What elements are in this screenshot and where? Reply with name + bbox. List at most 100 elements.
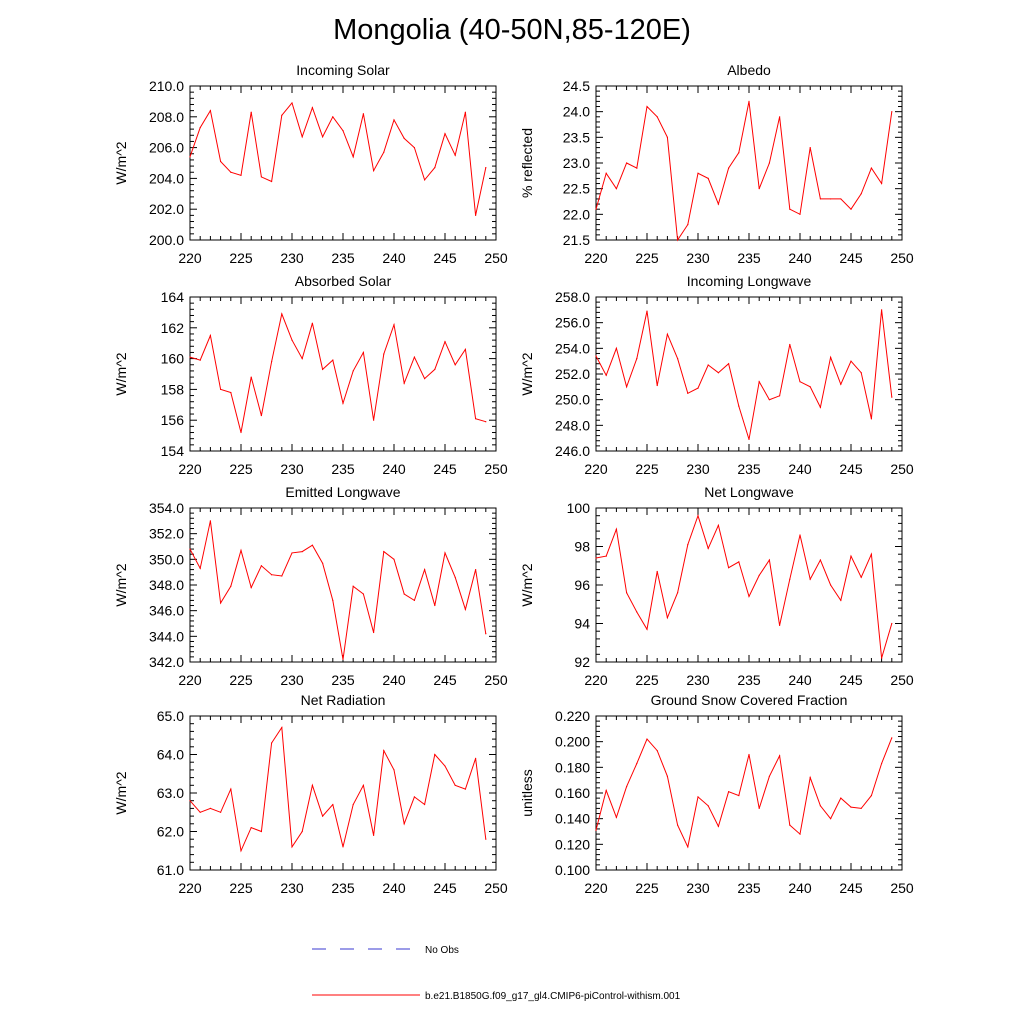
data-point <box>860 372 862 374</box>
data-point <box>434 604 436 607</box>
data-point <box>240 549 242 551</box>
x-tick-label: 250 <box>890 250 914 266</box>
data-point <box>281 313 283 315</box>
data-point <box>464 608 466 610</box>
y-tick-label: 254.0 <box>555 340 590 356</box>
plot-frame <box>595 296 903 452</box>
x-tick-label: 235 <box>737 880 761 896</box>
data-point <box>271 361 273 363</box>
data-point <box>615 528 618 530</box>
y-axis-label: W/m^2 <box>113 563 129 606</box>
x-tick-label: 235 <box>331 880 355 896</box>
data-point <box>342 130 344 132</box>
data-point <box>454 784 456 786</box>
data-point <box>464 788 466 790</box>
data-point <box>687 224 689 226</box>
data-point <box>311 106 313 109</box>
data-point <box>881 182 883 185</box>
data-point <box>220 160 222 163</box>
data-point <box>636 611 638 613</box>
data-point <box>779 116 781 118</box>
data-point <box>209 807 211 810</box>
y-tick-label: 346.0 <box>149 603 184 619</box>
data-point <box>260 830 262 833</box>
data-point <box>413 356 415 358</box>
data-point <box>413 599 415 602</box>
data-point <box>748 438 750 441</box>
data-point <box>383 551 385 553</box>
data-point <box>291 552 293 554</box>
data-point <box>860 576 862 578</box>
data-point <box>209 110 211 112</box>
y-tick-label: 158 <box>161 381 185 397</box>
data-point <box>758 807 760 810</box>
data-point <box>891 396 893 398</box>
data-point <box>291 846 293 848</box>
data-point <box>230 585 232 587</box>
chart-panel-7: 220 225 230 235 240 245 250 61.0 62.0 63.0 64.0 65.… <box>113 692 508 896</box>
data-point <box>840 383 842 385</box>
x-tick-label: 245 <box>839 880 863 896</box>
x-tick-label: 245 <box>839 461 863 477</box>
data-point <box>768 559 771 561</box>
plot-frame <box>595 715 903 871</box>
data-point <box>393 769 395 771</box>
data-point <box>840 198 842 200</box>
data-point <box>209 334 211 337</box>
data-point <box>728 167 730 169</box>
x-tick-label: 220 <box>584 250 608 266</box>
data-point <box>870 553 873 555</box>
x-tick-label: 250 <box>484 880 508 896</box>
series-line <box>595 101 893 242</box>
y-tick-label: 0.140 <box>555 811 590 827</box>
data-point <box>424 378 426 380</box>
y-tick-label: 258.0 <box>555 289 590 305</box>
data-point <box>656 116 658 118</box>
series-line <box>189 726 487 853</box>
data-point <box>342 846 344 848</box>
y-tick-label: 156 <box>161 412 185 428</box>
y-tick-label: 208.0 <box>149 109 184 125</box>
x-tick-label: 230 <box>686 250 710 266</box>
data-point <box>393 324 395 326</box>
x-tick-label: 220 <box>178 672 202 688</box>
data-point <box>687 846 689 848</box>
y-tick-label: 0.180 <box>555 759 590 775</box>
chart-panel-5: 220 225 230 235 240 245 250 342.0 344.0 346.0 348.… <box>113 484 508 688</box>
data-point <box>424 803 426 806</box>
y-tick-label: 250.0 <box>555 392 590 408</box>
data-point <box>840 797 842 799</box>
data-point <box>717 524 720 526</box>
data-point <box>605 374 607 376</box>
data-point <box>605 172 607 174</box>
x-tick-label: 245 <box>839 250 863 266</box>
data-point <box>615 188 618 190</box>
data-point <box>332 359 334 361</box>
data-point <box>697 515 699 517</box>
data-point <box>281 575 283 577</box>
y-tick-label: 342.0 <box>149 654 184 670</box>
data-point <box>362 113 364 115</box>
data-point <box>707 364 709 366</box>
x-tick-label: 250 <box>890 880 914 896</box>
y-tick-label: 354.0 <box>149 500 184 516</box>
x-tick-label: 245 <box>433 250 457 266</box>
y-tick-label: 62.0 <box>157 824 184 840</box>
data-point <box>434 753 436 756</box>
x-tick-label: 235 <box>737 250 761 266</box>
y-tick-label: 0.120 <box>555 836 590 852</box>
data-point <box>646 628 648 630</box>
data-point <box>464 348 466 350</box>
y-tick-label: 65.0 <box>157 708 184 724</box>
y-tick-label: 64.0 <box>157 747 184 763</box>
data-point <box>332 803 334 806</box>
data-point <box>383 750 385 752</box>
data-point <box>250 376 252 378</box>
x-tick-label: 235 <box>331 461 355 477</box>
chart-panel-3: 220 225 230 235 240 245 250 154 156 158 160 162 164 A… <box>113 273 508 477</box>
y-axis-label: % reflected <box>519 128 535 198</box>
data-point <box>475 214 477 216</box>
y-tick-label: 154 <box>161 443 185 459</box>
data-point <box>240 431 242 434</box>
